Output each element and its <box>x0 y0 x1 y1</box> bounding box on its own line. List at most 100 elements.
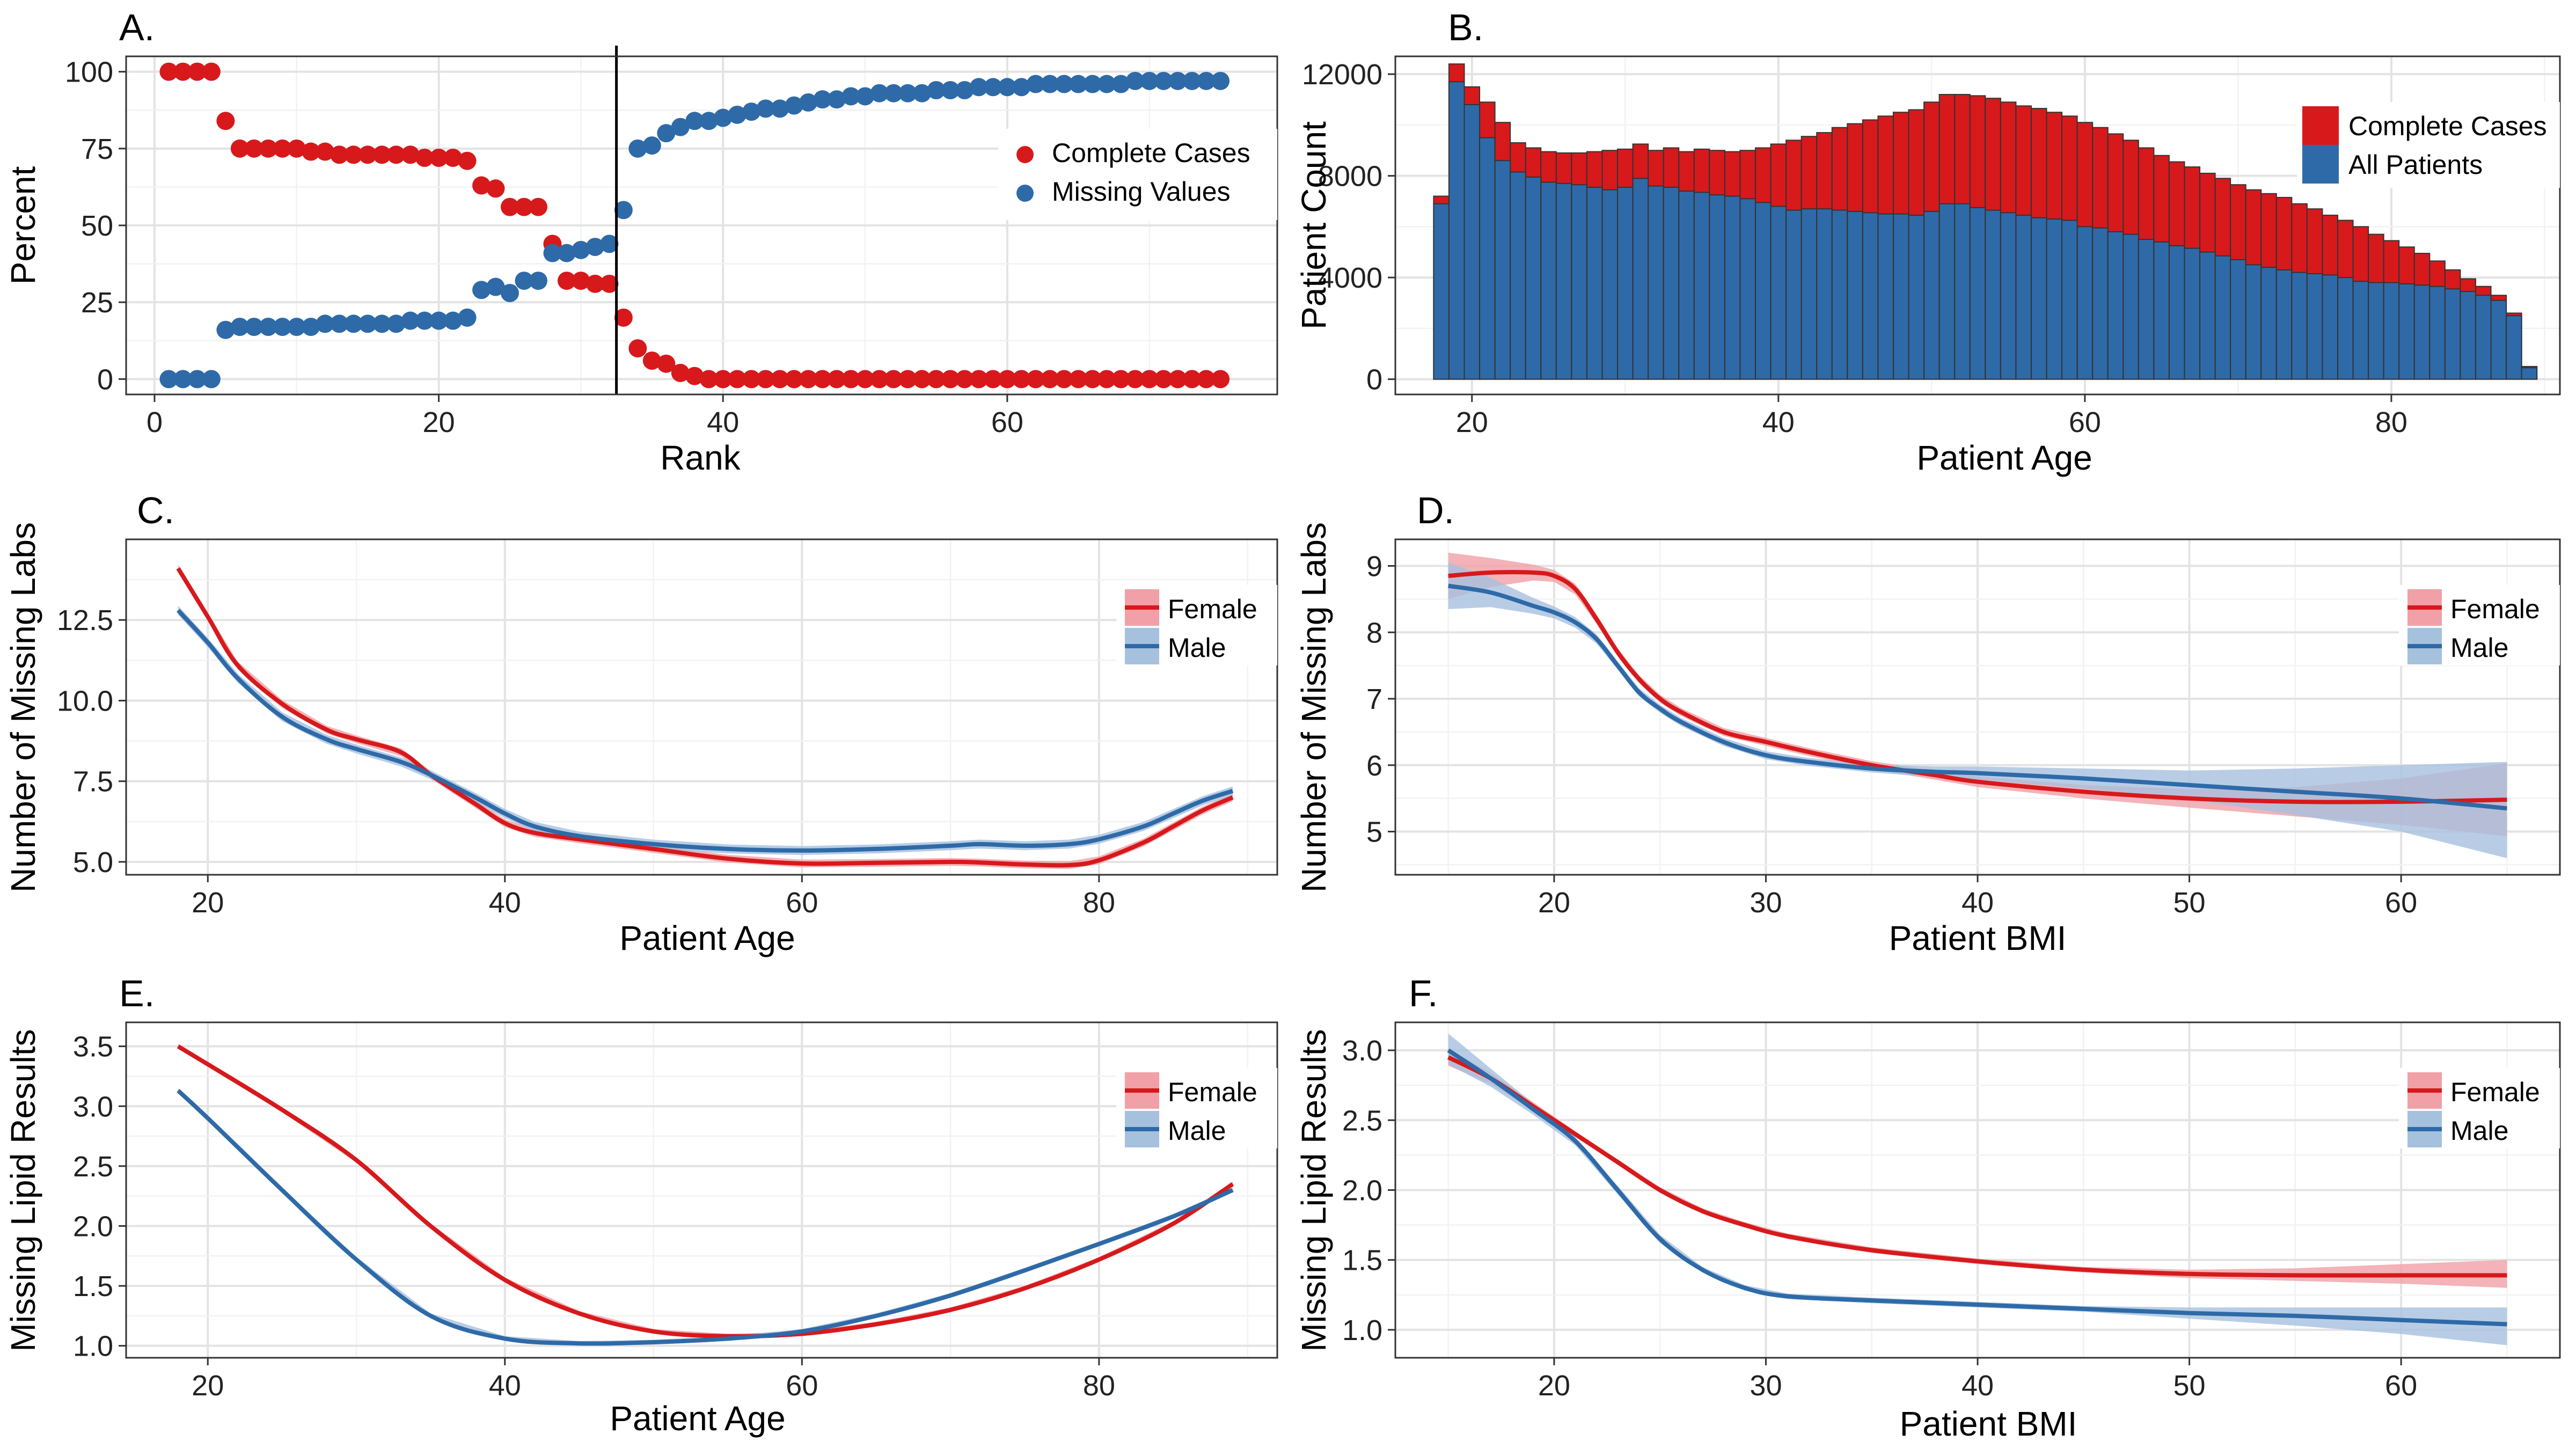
point-missing-values <box>912 84 931 103</box>
point-complete-cases <box>472 176 491 195</box>
x-tick-label: 60 <box>786 1370 818 1402</box>
plot-area <box>1447 1033 2507 1345</box>
gridlines <box>1395 1022 2560 1358</box>
bar-all-patients <box>1709 194 1725 380</box>
bar-all-patients <box>1923 210 1940 380</box>
legend-background <box>2297 102 2560 188</box>
y-tick-label: 1.5 <box>73 1270 113 1302</box>
bar-all-patients <box>1525 177 1542 380</box>
point-missing-values <box>529 272 547 290</box>
point-complete-cases <box>628 339 647 358</box>
point-missing-values <box>756 99 775 118</box>
confidence-band-female <box>178 1044 1233 1339</box>
series-line-female <box>1448 570 2507 804</box>
y-tick-label: 12000 <box>1302 58 1382 91</box>
series-line-male <box>176 609 1234 853</box>
bar-all-patients <box>2429 286 2446 380</box>
x-axis-title: Patient Age <box>610 1399 785 1438</box>
y-tick-label: 2.5 <box>73 1151 113 1183</box>
point-missing-values <box>1055 75 1073 93</box>
plot-area <box>176 564 1234 869</box>
point-missing-values <box>344 314 363 333</box>
point-missing-values <box>1097 75 1116 93</box>
point-complete-cases <box>515 197 533 216</box>
point-complete-cases <box>927 370 946 389</box>
bar-all-patients <box>1448 81 1465 380</box>
plot-area <box>1433 63 2538 380</box>
x-tick-label: 40 <box>707 406 739 438</box>
series-line-female <box>177 1044 1234 1339</box>
point-complete-cases <box>671 363 690 382</box>
bar-all-patients <box>1801 208 1818 380</box>
point-complete-cases <box>955 370 974 389</box>
point-complete-cases <box>316 142 334 161</box>
point-missing-values <box>1183 71 1202 90</box>
point-missing-values <box>1026 75 1045 93</box>
point-missing-values <box>642 136 661 155</box>
series-line-female <box>176 567 1234 868</box>
point-complete-cases <box>387 145 406 164</box>
point-complete-cases <box>941 370 960 389</box>
point-complete-cases <box>216 112 235 130</box>
x-axis-title: Patient BMI <box>1900 1404 2077 1443</box>
y-tick-label: 2.5 <box>1342 1104 1382 1137</box>
point-complete-cases <box>785 370 803 389</box>
bar-all-patients <box>1862 212 1879 380</box>
y-tick-label: 6 <box>1366 750 1382 782</box>
x-tick-label: 20 <box>1538 887 1570 919</box>
point-missing-values <box>515 272 533 290</box>
legend-label: Female <box>2450 1077 2540 1107</box>
point-missing-values <box>273 318 292 336</box>
y-tick-label: 5.0 <box>73 846 113 879</box>
legend: Complete Cases All Patients <box>2297 102 2560 188</box>
y-tick-label: 10.0 <box>57 685 113 717</box>
point-missing-values <box>387 314 406 333</box>
x-tick-label: 40 <box>489 887 521 919</box>
gridlines <box>1395 539 2560 875</box>
bar-all-patients <box>1770 206 1787 380</box>
point-complete-cases <box>657 354 676 373</box>
point-missing-values <box>1154 71 1173 90</box>
y-tick-label: 1.0 <box>1342 1314 1382 1346</box>
point-complete-cases <box>1097 370 1116 389</box>
point-complete-cases <box>1111 370 1130 389</box>
bar-all-patients <box>1938 203 1956 380</box>
gridlines <box>126 1022 1277 1358</box>
point-missing-values <box>501 284 519 302</box>
bar-all-patients <box>1739 198 1756 380</box>
bar-all-patients <box>2046 218 2063 380</box>
bar-all-patients <box>2030 217 2047 380</box>
point-missing-values <box>685 112 704 130</box>
bar-all-patients <box>2306 273 2323 380</box>
bar-all-patients <box>2260 267 2277 380</box>
bar-all-patients <box>1985 209 2001 380</box>
bar-all-patients <box>2168 245 2185 380</box>
point-missing-values <box>898 84 917 103</box>
point-complete-cases <box>202 62 221 81</box>
point-missing-values <box>728 105 747 124</box>
point-missing-values <box>742 103 761 121</box>
bar-all-patients <box>2153 241 2170 380</box>
point-complete-cases <box>614 308 633 327</box>
legend-label: Male <box>1168 1116 1226 1146</box>
point-complete-cases <box>1183 370 1202 389</box>
x-tick-label: 20 <box>1538 1370 1570 1402</box>
point-complete-cases <box>458 151 477 170</box>
x-tick-label: 20 <box>192 887 224 919</box>
point-complete-cases <box>557 272 576 290</box>
point-missing-values <box>259 318 277 336</box>
point-complete-cases <box>1126 370 1145 389</box>
y-tick-label: 1.5 <box>1342 1245 1382 1277</box>
point-complete-cases <box>742 370 761 389</box>
confidence-band-male <box>178 1088 1233 1346</box>
point-missing-values <box>600 235 619 253</box>
bar-all-patients <box>2184 247 2201 380</box>
bar-all-patients <box>2000 212 2017 380</box>
x-tick-label: 0 <box>147 406 163 438</box>
axis-ticks: 20 40 60 80 1.0 1.5 2.0 2.5 3.0 3.5 <box>73 1031 1115 1402</box>
bar-all-patients <box>2123 233 2139 380</box>
bar-all-patients <box>1785 209 1802 380</box>
x-axis-title: Patient BMI <box>1889 919 2067 957</box>
legend: Female Male <box>2399 585 2560 665</box>
